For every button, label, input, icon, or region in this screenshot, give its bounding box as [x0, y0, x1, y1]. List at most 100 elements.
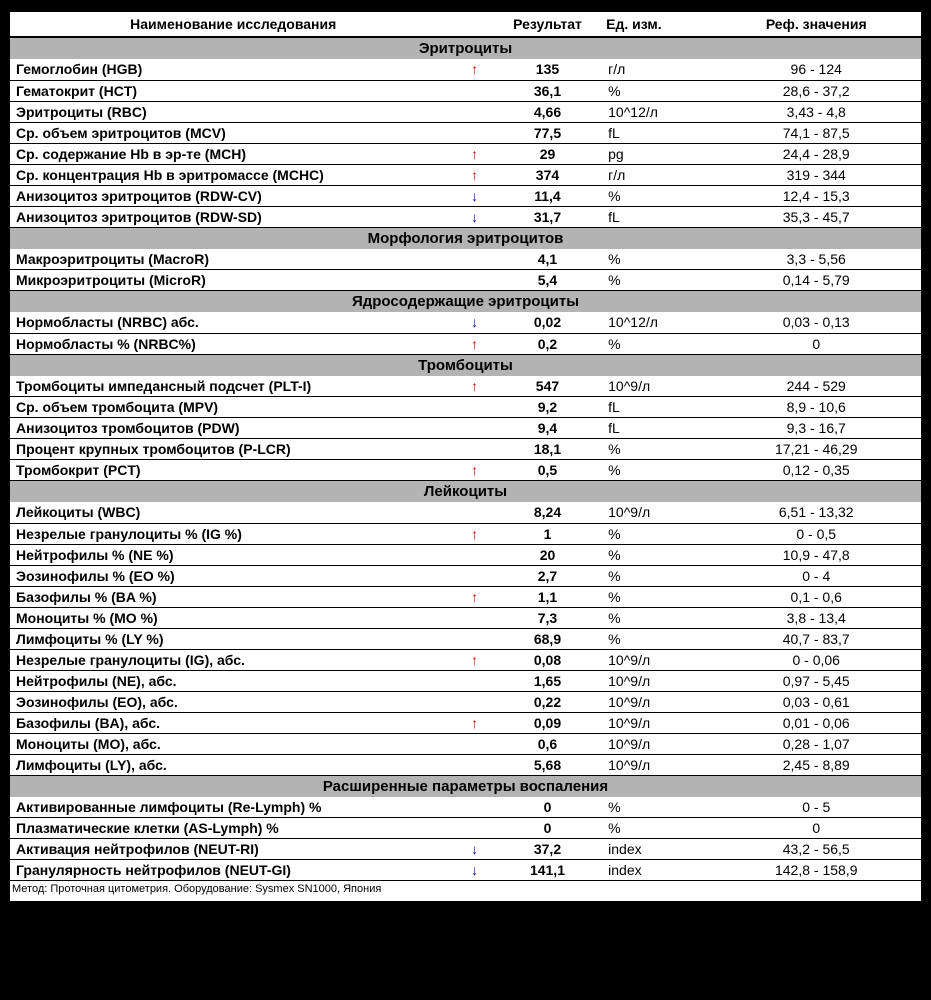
- test-name: Ср. объем тромбоцита (MPV): [10, 397, 456, 418]
- result-value: 374: [493, 164, 602, 185]
- table-row: Гранулярность нейтрофилов (NEUT-GI)↓141,…: [10, 860, 921, 881]
- header-arrow: [456, 11, 492, 37]
- reference-range: 35,3 - 45,7: [711, 206, 921, 227]
- test-name: Нейтрофилы (NE), абс.: [10, 670, 456, 691]
- test-name: Базофилы (BA), абс.: [10, 712, 456, 733]
- reference-range: 0: [711, 333, 921, 354]
- unit-value: pg: [602, 143, 711, 164]
- arrow-none: [456, 818, 492, 839]
- unit-value: fL: [602, 418, 711, 439]
- arrow-up-icon: ↑: [456, 143, 492, 164]
- unit-value: %: [602, 185, 711, 206]
- test-name: Лимфоциты % (LY %): [10, 628, 456, 649]
- table-row: Нейтрофилы % (NE %)20%10,9 - 47,8: [10, 544, 921, 565]
- unit-value: 10^9/л: [602, 376, 711, 397]
- result-value: 31,7: [493, 206, 602, 227]
- table-row: Анизоцитоз эритроцитов (RDW-CV)↓11,4%12,…: [10, 185, 921, 206]
- arrow-none: [456, 101, 492, 122]
- header-result: Результат: [493, 11, 602, 37]
- result-value: 0,08: [493, 649, 602, 670]
- result-value: 141,1: [493, 860, 602, 881]
- table-row: Лейкоциты (WBC)8,2410^9/л6,51 - 13,32: [10, 502, 921, 523]
- section-header-row: Морфология эритроцитов: [10, 227, 921, 249]
- arrow-down-icon: ↓: [456, 312, 492, 333]
- test-name: Процент крупных тромбоцитов (P-LCR): [10, 439, 456, 460]
- result-value: 29: [493, 143, 602, 164]
- section-title: Тромбоциты: [10, 354, 921, 376]
- reference-range: 24,4 - 28,9: [711, 143, 921, 164]
- result-value: 77,5: [493, 122, 602, 143]
- table-row: Базофилы % (BA %)↑1,1%0,1 - 0,6: [10, 586, 921, 607]
- test-name: Ср. содержание Hb в эр-те (MCH): [10, 143, 456, 164]
- result-value: 1,65: [493, 670, 602, 691]
- reference-range: 0,28 - 1,07: [711, 733, 921, 754]
- arrow-up-icon: ↑: [456, 649, 492, 670]
- result-value: 9,2: [493, 397, 602, 418]
- table-row: Ср. объем эритроцитов (MCV)77,5fL74,1 - …: [10, 122, 921, 143]
- header-name: Наименование исследования: [10, 11, 456, 37]
- unit-value: %: [602, 270, 711, 291]
- header-unit: Ед. изм.: [602, 11, 711, 37]
- arrow-up-icon: ↑: [456, 164, 492, 185]
- reference-range: 12,4 - 15,3: [711, 185, 921, 206]
- unit-value: 10^9/л: [602, 502, 711, 523]
- test-name: Тромбокрит (PCT): [10, 460, 456, 481]
- arrow-none: [456, 754, 492, 775]
- unit-value: index: [602, 860, 711, 881]
- result-value: 20: [493, 544, 602, 565]
- section-header-row: Расширенные параметры воспаления: [10, 775, 921, 797]
- test-name: Микроэритроциты (MicroR): [10, 270, 456, 291]
- results-table: Наименование исследования Результат Ед. …: [10, 10, 921, 881]
- arrow-none: [456, 670, 492, 691]
- reference-range: 0,03 - 0,13: [711, 312, 921, 333]
- unit-value: г/л: [602, 59, 711, 80]
- table-row: Гемоглобин (HGB)↑135г/л96 - 124: [10, 59, 921, 80]
- reference-range: 6,51 - 13,32: [711, 502, 921, 523]
- test-name: Ср. объем эритроцитов (MCV): [10, 122, 456, 143]
- arrow-down-icon: ↓: [456, 185, 492, 206]
- test-name: Гематокрит (HCT): [10, 80, 456, 101]
- test-name: Незрелые гранулоциты % (IG %): [10, 523, 456, 544]
- reference-range: 17,21 - 46,29: [711, 439, 921, 460]
- reference-range: 3,8 - 13,4: [711, 607, 921, 628]
- unit-value: %: [602, 439, 711, 460]
- test-name: Активированные лимфоциты (Re-Lymph) %: [10, 797, 456, 818]
- table-row: Ср. содержание Hb в эр-те (MCH)↑29pg24,4…: [10, 143, 921, 164]
- unit-value: %: [602, 460, 711, 481]
- unit-value: 10^9/л: [602, 754, 711, 775]
- section-header-row: Тромбоциты: [10, 354, 921, 376]
- unit-value: 10^12/л: [602, 312, 711, 333]
- test-name: Макроэритроциты (MacroR): [10, 249, 456, 270]
- reference-range: 0 - 0,5: [711, 523, 921, 544]
- arrow-none: [456, 628, 492, 649]
- table-row: Базофилы (BA), абс.↑0,0910^9/л0,01 - 0,0…: [10, 712, 921, 733]
- table-row: Тромбокрит (PCT)↑0,5%0,12 - 0,35: [10, 460, 921, 481]
- table-row: Активация нейтрофилов (NEUT-RI)↓37,2inde…: [10, 839, 921, 860]
- table-row: Нейтрофилы (NE), абс.1,6510^9/л0,97 - 5,…: [10, 670, 921, 691]
- reference-range: 0,14 - 5,79: [711, 270, 921, 291]
- table-row: Лимфоциты (LY), абс.5,6810^9/л2,45 - 8,8…: [10, 754, 921, 775]
- section-title: Расширенные параметры воспаления: [10, 775, 921, 797]
- result-value: 5,68: [493, 754, 602, 775]
- arrow-up-icon: ↑: [456, 712, 492, 733]
- test-name: Эозинофилы % (EO %): [10, 565, 456, 586]
- table-body: ЭритроцитыГемоглобин (HGB)↑135г/л96 - 12…: [10, 37, 921, 881]
- result-value: 2,7: [493, 565, 602, 586]
- table-row: Ср. концентрация Hb в эритромассе (MCHC)…: [10, 164, 921, 185]
- result-value: 4,1: [493, 249, 602, 270]
- reference-range: 0 - 4: [711, 565, 921, 586]
- table-row: Эритроциты (RBC)4,6610^12/л3,43 - 4,8: [10, 101, 921, 122]
- test-name: Анизоцитоз эритроцитов (RDW-SD): [10, 206, 456, 227]
- table-row: Лимфоциты % (LY %)68,9%40,7 - 83,7: [10, 628, 921, 649]
- test-name: Базофилы % (BA %): [10, 586, 456, 607]
- unit-value: %: [602, 80, 711, 101]
- test-name: Лейкоциты (WBC): [10, 502, 456, 523]
- reference-range: 0,12 - 0,35: [711, 460, 921, 481]
- result-value: 0: [493, 797, 602, 818]
- result-value: 37,2: [493, 839, 602, 860]
- reference-range: 0,1 - 0,6: [711, 586, 921, 607]
- result-value: 11,4: [493, 185, 602, 206]
- reference-range: 0,97 - 5,45: [711, 670, 921, 691]
- result-value: 135: [493, 59, 602, 80]
- reference-range: 0 - 5: [711, 797, 921, 818]
